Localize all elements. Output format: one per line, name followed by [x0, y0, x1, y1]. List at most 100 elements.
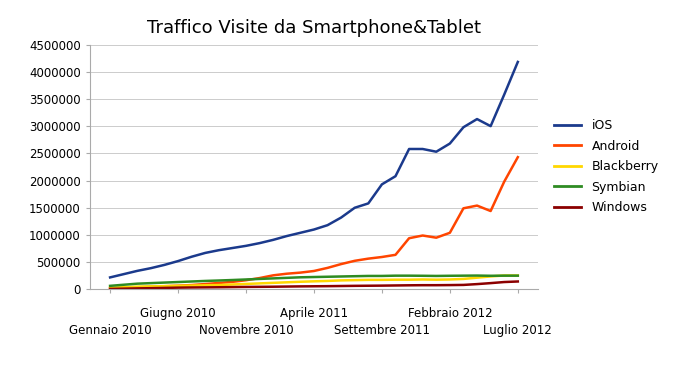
iOS [351, 206, 359, 210]
Android [351, 259, 359, 263]
Android [473, 203, 481, 208]
iOS [269, 238, 277, 242]
Blackberry [419, 277, 427, 282]
Windows [500, 280, 509, 284]
Windows [119, 286, 128, 291]
iOS [473, 117, 481, 121]
Windows [446, 283, 454, 287]
Windows [513, 279, 522, 284]
iOS [391, 174, 400, 178]
Symbian [160, 280, 168, 285]
Android [160, 284, 168, 288]
Symbian [119, 283, 128, 287]
Android [391, 253, 400, 257]
Blackberry [351, 278, 359, 282]
Symbian [147, 281, 155, 285]
Symbian [269, 276, 277, 280]
Android [513, 155, 522, 160]
Symbian [296, 275, 304, 279]
Symbian [391, 273, 400, 278]
iOS [160, 263, 168, 267]
Windows [255, 285, 264, 289]
Symbian [188, 279, 196, 284]
iOS [324, 223, 332, 227]
iOS [513, 60, 522, 64]
Symbian [255, 277, 264, 281]
Windows [377, 283, 386, 288]
Symbian [446, 273, 454, 278]
Text: Aprile 2011: Aprile 2011 [280, 306, 348, 319]
Android [133, 285, 141, 289]
Windows [391, 283, 400, 288]
iOS [106, 275, 115, 280]
Android [432, 236, 440, 240]
Symbian [242, 277, 250, 282]
Blackberry [377, 278, 386, 282]
Blackberry [473, 275, 481, 280]
Windows [324, 284, 332, 288]
Symbian [473, 273, 481, 278]
Symbian [500, 273, 509, 278]
Windows [296, 284, 304, 289]
iOS [446, 141, 454, 146]
Windows [473, 282, 481, 286]
Windows [419, 283, 427, 288]
Text: Settembre 2011: Settembre 2011 [334, 324, 430, 336]
Blackberry [446, 277, 454, 282]
Android [324, 266, 332, 270]
Blackberry [255, 281, 264, 286]
Text: Giugno 2010: Giugno 2010 [140, 306, 216, 319]
iOS [147, 266, 155, 270]
iOS [500, 92, 509, 97]
Blackberry [133, 285, 141, 289]
Symbian [133, 282, 141, 286]
Blackberry [500, 273, 509, 278]
Android [255, 276, 264, 280]
iOS [296, 230, 304, 235]
iOS [174, 259, 182, 263]
Windows [310, 284, 318, 289]
Blackberry [460, 277, 468, 281]
iOS [486, 124, 495, 128]
iOS [255, 241, 264, 245]
Blackberry [391, 278, 400, 282]
Windows [364, 283, 373, 288]
iOS [283, 234, 291, 238]
Android [174, 283, 182, 288]
Windows [486, 281, 495, 285]
Android [486, 209, 495, 213]
iOS [188, 255, 196, 259]
Windows [201, 285, 209, 290]
Windows [228, 285, 237, 289]
Symbian [228, 278, 237, 282]
iOS [242, 244, 250, 248]
Symbian [310, 275, 318, 279]
Legend: iOS, Android, Blackberry, Symbian, Windows: iOS, Android, Blackberry, Symbian, Windo… [549, 114, 664, 220]
Blackberry [174, 283, 182, 288]
Windows [188, 285, 196, 290]
Android [337, 262, 345, 266]
Windows [337, 284, 345, 288]
Blackberry [188, 283, 196, 288]
Blackberry [119, 285, 128, 289]
iOS [119, 272, 128, 276]
Title: Traffico Visite da Smartphone&Tablet: Traffico Visite da Smartphone&Tablet [147, 19, 481, 37]
Text: Febbraio 2012: Febbraio 2012 [408, 306, 492, 319]
Windows [460, 283, 468, 287]
Symbian [405, 273, 413, 278]
iOS [377, 182, 386, 187]
Symbian [377, 274, 386, 278]
Line: Blackberry: Blackberry [110, 276, 518, 288]
Android [147, 285, 155, 289]
Windows [283, 284, 291, 289]
Blackberry [310, 279, 318, 283]
Blackberry [513, 273, 522, 278]
Blackberry [147, 284, 155, 289]
iOS [228, 246, 237, 250]
Android [119, 286, 128, 290]
Windows [215, 285, 223, 289]
Windows [160, 286, 168, 290]
Symbian [337, 274, 345, 279]
Android [269, 273, 277, 278]
Symbian [513, 273, 522, 278]
